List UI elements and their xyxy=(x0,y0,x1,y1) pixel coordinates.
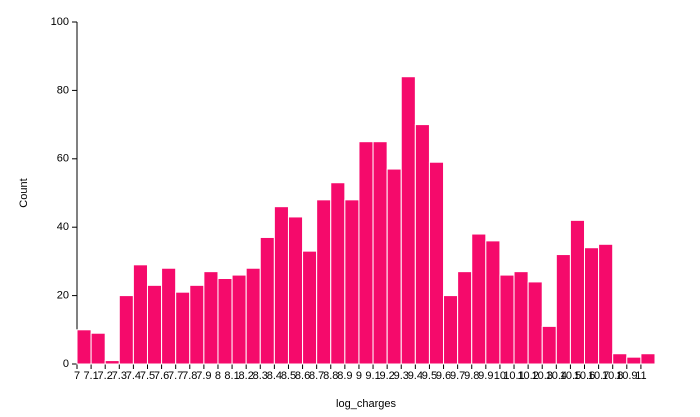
x-tick-label: 7.4 xyxy=(126,370,141,382)
x-tick-label: 9.9 xyxy=(478,370,493,382)
x-tick-label: 10.1 xyxy=(503,370,524,382)
bar xyxy=(118,295,134,365)
x-tick-label: 9.8 xyxy=(464,370,479,382)
bar xyxy=(287,216,304,365)
x-tick-label: 8.6 xyxy=(295,370,310,382)
x-tick-label: 10 xyxy=(494,370,506,382)
bar xyxy=(555,254,571,365)
x-tick-label: 7.9 xyxy=(196,370,211,382)
x-tick-label: 9.5 xyxy=(422,370,437,382)
x-tick-label: 9.7 xyxy=(450,370,465,382)
x-tick-label: 10.6 xyxy=(574,370,595,382)
x-tick-label: 9.2 xyxy=(379,370,394,382)
x-tick-label: 10.7 xyxy=(588,370,609,382)
bar xyxy=(344,199,360,365)
bar xyxy=(485,240,501,365)
bar xyxy=(513,271,529,365)
bar xyxy=(358,141,374,365)
x-tick-label: 7.1 xyxy=(83,370,98,382)
x-tick-label: 10.4 xyxy=(546,370,567,382)
bar xyxy=(245,267,261,365)
x-tick-label: 10.2 xyxy=(517,370,538,382)
bar xyxy=(584,247,600,365)
bar xyxy=(146,284,163,365)
y-tick-label: 100 xyxy=(51,16,69,28)
bar xyxy=(443,295,459,365)
bar xyxy=(273,206,289,365)
x-tick-label: 8.8 xyxy=(323,370,338,382)
bar xyxy=(302,250,318,365)
x-tick-label: 9.1 xyxy=(365,370,380,382)
bar xyxy=(386,168,402,365)
bar xyxy=(316,199,332,365)
x-tick-label: 8.3 xyxy=(253,370,268,382)
x-axis-label: log_charges xyxy=(336,398,396,410)
x-tick-label: 7.2 xyxy=(98,370,113,382)
bar xyxy=(104,360,120,365)
y-tick-label: 0 xyxy=(63,358,69,370)
x-tick-label: 8 xyxy=(215,370,221,382)
bar xyxy=(372,141,388,365)
x-tick-label: 7 xyxy=(74,370,80,382)
x-tick-label: 9 xyxy=(356,370,362,382)
x-tick-label: 8.9 xyxy=(337,370,352,382)
bar xyxy=(541,325,557,365)
x-tick-label: 10.3 xyxy=(532,370,553,382)
y-tick-label: 40 xyxy=(57,221,69,233)
bar xyxy=(189,284,205,365)
x-tick-label: 7.7 xyxy=(168,370,183,382)
bar xyxy=(598,243,614,365)
y-axis-label: Count xyxy=(18,178,30,207)
x-tick-label: 10.5 xyxy=(560,370,581,382)
bar xyxy=(428,161,445,365)
y-tick-label: 60 xyxy=(57,153,69,165)
x-tick-label: 8.5 xyxy=(281,370,296,382)
x-tick-label: 9.3 xyxy=(394,370,409,382)
x-tick-label: 8.4 xyxy=(267,370,282,382)
bar xyxy=(400,76,416,365)
bar xyxy=(471,233,487,365)
x-tick-label: 8.1 xyxy=(224,370,239,382)
bar xyxy=(203,271,219,365)
x-tick-label: 7.5 xyxy=(140,370,155,382)
bar xyxy=(90,332,106,365)
x-tick-label: 9.4 xyxy=(408,370,423,382)
bar xyxy=(569,219,586,365)
x-tick-label: 10.8 xyxy=(602,370,623,382)
bar xyxy=(161,267,177,365)
x-tick-label: 9.6 xyxy=(436,370,451,382)
bar xyxy=(217,278,233,365)
bar xyxy=(259,236,275,365)
bar xyxy=(612,353,628,365)
bar xyxy=(231,274,247,365)
bar xyxy=(457,271,473,365)
x-tick-label: 8.7 xyxy=(309,370,324,382)
x-tick-label: 7.6 xyxy=(154,370,169,382)
bar xyxy=(414,124,430,365)
x-tick-label: 11 xyxy=(635,370,646,382)
x-tick-label: 8.2 xyxy=(239,370,254,382)
y-tick-label: 20 xyxy=(57,290,69,302)
bar xyxy=(132,264,148,365)
bar xyxy=(499,274,515,365)
x-tick-label: 7.8 xyxy=(182,370,197,382)
bar xyxy=(640,353,656,365)
y-tick-label: 80 xyxy=(57,84,69,96)
bar xyxy=(527,281,543,365)
x-tick-label: 7.3 xyxy=(112,370,127,382)
bar xyxy=(626,356,642,365)
bar xyxy=(76,329,92,365)
x-tick-label: 10.9 xyxy=(616,370,637,382)
bar xyxy=(330,182,346,365)
bar xyxy=(175,291,191,365)
